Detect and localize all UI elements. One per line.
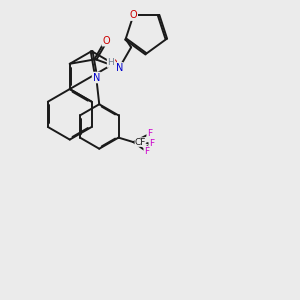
Text: N: N [93, 73, 100, 82]
Text: CF: CF [135, 138, 146, 147]
Text: F: F [147, 129, 152, 138]
Text: 3: 3 [145, 142, 149, 148]
Text: F: F [149, 139, 154, 148]
Text: O: O [110, 59, 117, 69]
Text: O: O [130, 10, 137, 20]
Text: N: N [116, 63, 123, 73]
Text: F: F [144, 147, 149, 156]
Text: H: H [108, 58, 114, 67]
Text: O: O [102, 36, 110, 46]
